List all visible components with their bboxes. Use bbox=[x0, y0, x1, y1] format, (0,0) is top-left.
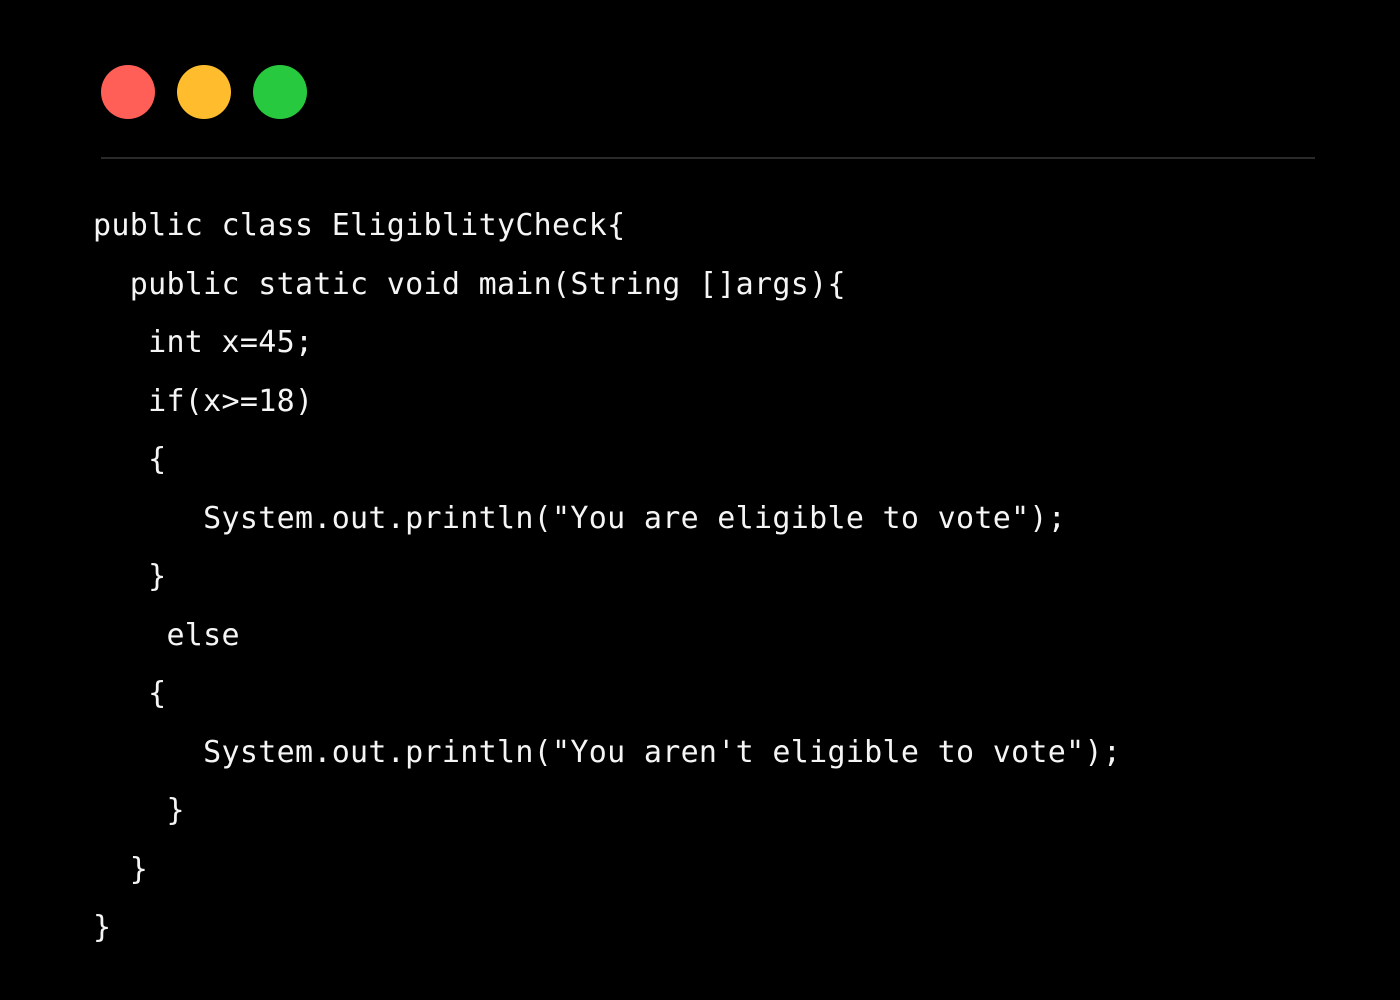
code-content: public class EligiblityCheck{ public sta… bbox=[85, 197, 1315, 958]
traffic-lights bbox=[85, 65, 1315, 119]
maximize-button[interactable] bbox=[253, 65, 307, 119]
code-window: public class EligiblityCheck{ public sta… bbox=[0, 0, 1400, 1000]
close-button[interactable] bbox=[101, 65, 155, 119]
minimize-button[interactable] bbox=[177, 65, 231, 119]
header-divider bbox=[101, 157, 1315, 159]
